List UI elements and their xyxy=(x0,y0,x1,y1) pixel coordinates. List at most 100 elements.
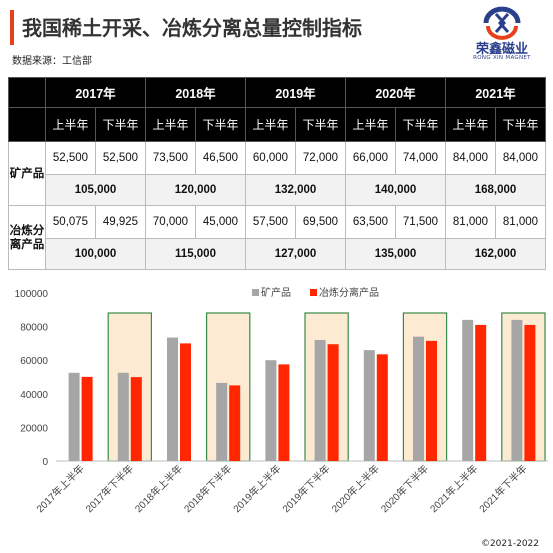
half-header: 上半年 xyxy=(245,107,296,142)
year-header: 2017年 xyxy=(45,77,146,108)
table-cell: 71,500 xyxy=(395,205,446,239)
total-cell: 127,000 xyxy=(245,238,346,270)
bar-mine xyxy=(167,337,178,461)
bar-mine xyxy=(363,350,375,461)
bar-mine xyxy=(68,372,80,461)
highlight-box xyxy=(206,312,251,462)
table-cell: 73,500 xyxy=(145,141,196,175)
header-corner xyxy=(8,77,46,108)
year-header: 2018年 xyxy=(145,77,246,108)
bar-smelt xyxy=(130,377,142,461)
table-cell: 45,000 xyxy=(195,205,246,239)
y-tick-label: 60000 xyxy=(20,356,48,367)
table-cell: 52,500 xyxy=(45,141,96,175)
logo-subtitle: RONG XIN MAGNET xyxy=(473,55,531,61)
total-cell: 168,000 xyxy=(445,174,546,206)
x-tick-label: 2021年上半年 xyxy=(427,462,480,515)
header-corner xyxy=(8,107,46,142)
table-cell: 70,000 xyxy=(145,205,196,239)
table-cell: 57,500 xyxy=(245,205,296,239)
highlight-box xyxy=(402,312,448,462)
title-accent-bar xyxy=(10,10,14,45)
bar-mine xyxy=(462,319,474,461)
half-header: 下半年 xyxy=(395,107,446,142)
table-cell: 84,000 xyxy=(495,141,546,175)
mine-total-row: 105,000 120,000 132,000 140,000 168,000 xyxy=(9,174,546,206)
x-tick-label: 2020年上半年 xyxy=(329,462,382,515)
bar-mine xyxy=(265,360,277,461)
page-title: 我国稀土开采、冶炼分离总量控制指标 xyxy=(22,16,362,40)
y-tick-label: 100000 xyxy=(15,289,49,300)
bar-mine xyxy=(511,319,523,461)
table-cell: 81,000 xyxy=(445,205,496,239)
table-cell: 69,500 xyxy=(295,205,346,239)
bar-smelt xyxy=(327,344,339,461)
table-cell: 72,000 xyxy=(295,141,346,175)
total-cell: 115,000 xyxy=(145,238,246,270)
x-tick-label: 2020年下半年 xyxy=(378,462,431,515)
bar-mine xyxy=(413,336,424,461)
table-cell: 74,000 xyxy=(395,141,446,175)
half-header: 下半年 xyxy=(295,107,346,142)
copyright-text: ©2021-2022 xyxy=(480,539,539,549)
highlight-box xyxy=(304,312,349,462)
x-tick-label: 2019年下半年 xyxy=(280,462,333,515)
highlight-box xyxy=(501,312,546,462)
total-cell: 140,000 xyxy=(345,174,446,206)
half-header: 下半年 xyxy=(195,107,246,142)
bar-smelt xyxy=(229,385,241,461)
mine-half-row: 矿产品 52,500 52,500 73,500 46,500 60,000 7… xyxy=(8,141,546,206)
bar-smelt xyxy=(524,324,536,461)
legend-label: 矿产品 xyxy=(261,286,291,299)
total-cell: 120,000 xyxy=(145,174,246,206)
y-tick-label: 80000 xyxy=(20,323,48,334)
row-label-mine: 矿产品 xyxy=(8,141,46,206)
half-header: 上半年 xyxy=(345,107,396,142)
table-cell: 66,000 xyxy=(345,141,396,175)
total-cell: 105,000 xyxy=(45,174,146,206)
bar-chart: 0 20000 40000 60000 80000 100000 2017年上半年2017年… xyxy=(15,286,548,515)
table-cell: 63,500 xyxy=(345,205,396,239)
x-tick-label: 2018年上半年 xyxy=(132,462,185,515)
total-cell: 100,000 xyxy=(45,238,146,270)
table-cell: 49,925 xyxy=(95,205,146,239)
bar-smelt xyxy=(376,354,388,461)
x-tick-label: 2017年下半年 xyxy=(83,462,136,515)
y-tick-label: 40000 xyxy=(20,390,48,401)
total-cell: 135,000 xyxy=(345,238,446,270)
bar-smelt xyxy=(426,340,437,461)
year-header: 2021年 xyxy=(445,77,546,108)
x-tick-label: 2017年上半年 xyxy=(34,462,87,515)
bar-mine xyxy=(314,340,326,461)
table-cell: 60,000 xyxy=(245,141,296,175)
half-header: 下半年 xyxy=(495,107,546,142)
data-source: 数据来源：工信部 xyxy=(12,56,92,67)
legend-swatch xyxy=(252,289,259,296)
logo-name: 荣鑫磁业 xyxy=(475,42,528,57)
table-cell: 50,075 xyxy=(45,205,96,239)
highlight-box xyxy=(107,312,152,462)
total-cell: 132,000 xyxy=(245,174,346,206)
table-cell: 84,000 xyxy=(445,141,496,175)
bar-smelt xyxy=(81,376,93,461)
x-tick-label: 2021年下半年 xyxy=(476,462,529,515)
company-logo: 荣鑫磁业 RONG XIN MAGNET xyxy=(458,6,546,68)
smelt-total-row: 100,000 115,000 127,000 135,000 162,000 xyxy=(9,238,546,270)
logo-mark-icon xyxy=(483,6,521,40)
table-cell: 46,500 xyxy=(195,141,246,175)
bar-mine xyxy=(117,372,129,461)
half-header: 上半年 xyxy=(445,107,496,142)
bar-mine xyxy=(216,382,228,461)
smelt-half-row: 冶炼分离产品 50,075 49,925 70,000 45,000 57,50… xyxy=(8,205,546,270)
half-header-row: 上半年 下半年 上半年 下半年 上半年 下半年 上半年 下半年 上半年 下半年 xyxy=(8,107,546,142)
half-header: 下半年 xyxy=(95,107,146,142)
table-cell: 81,000 xyxy=(495,205,546,239)
bar-smelt xyxy=(180,343,191,461)
x-tick-label: 2019年上半年 xyxy=(230,462,283,515)
row-label-smelt: 冶炼分离产品 xyxy=(8,205,46,270)
x-tick-label: 2018年下半年 xyxy=(181,462,234,515)
legend-swatch xyxy=(310,289,317,296)
year-header-row: 2017年 2018年 2019年 2020年 2021年 xyxy=(8,77,546,108)
year-header: 2019年 xyxy=(245,77,346,108)
total-cell: 162,000 xyxy=(445,238,546,270)
